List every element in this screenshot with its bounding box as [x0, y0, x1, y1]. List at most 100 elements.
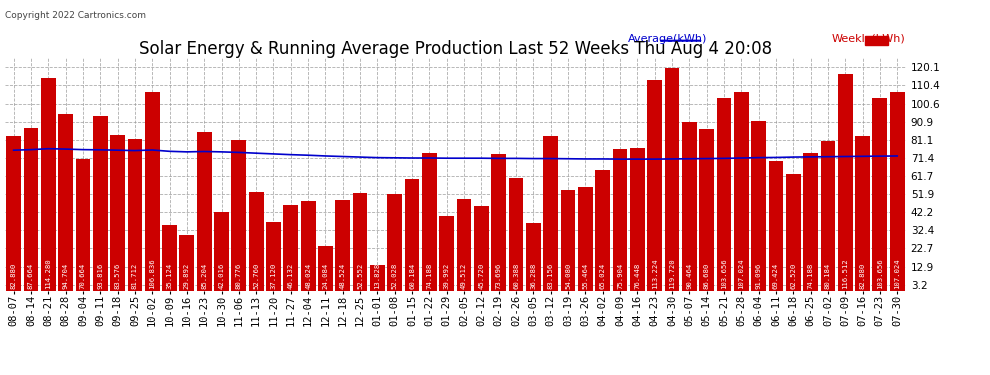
Text: 90.464: 90.464 [686, 262, 692, 289]
Bar [872, 98, 887, 291]
Text: 116.512: 116.512 [842, 258, 848, 289]
Text: 93.816: 93.816 [97, 262, 103, 289]
Text: 113.224: 113.224 [651, 258, 657, 289]
Bar [370, 265, 385, 291]
Bar [865, 36, 888, 45]
Text: 52.552: 52.552 [357, 262, 363, 289]
Text: 75.904: 75.904 [617, 262, 623, 289]
Text: 80.776: 80.776 [236, 262, 242, 289]
Bar [630, 148, 644, 291]
Text: Weekly(kWh): Weekly(kWh) [833, 34, 906, 44]
Bar [890, 92, 905, 291]
Text: 106.836: 106.836 [149, 258, 155, 289]
Bar [24, 128, 39, 291]
Text: 82.880: 82.880 [11, 262, 17, 289]
Text: 73.696: 73.696 [496, 262, 502, 289]
Bar [352, 193, 367, 291]
Text: 60.184: 60.184 [409, 262, 415, 289]
Bar [613, 150, 628, 291]
Bar [93, 116, 108, 291]
Bar [197, 132, 212, 291]
Text: 24.084: 24.084 [323, 262, 329, 289]
Bar [41, 78, 55, 291]
Bar [786, 174, 801, 291]
Text: 86.680: 86.680 [704, 262, 710, 289]
Bar [110, 135, 125, 291]
Bar [75, 159, 90, 291]
Text: 74.188: 74.188 [808, 262, 814, 289]
Bar [387, 194, 402, 291]
Bar [128, 139, 143, 291]
Text: 74.188: 74.188 [427, 262, 433, 289]
Bar [301, 201, 316, 291]
Bar [734, 92, 748, 291]
Bar [544, 136, 558, 291]
Text: 107.024: 107.024 [739, 258, 744, 289]
Text: 37.120: 37.120 [270, 262, 276, 289]
Bar [595, 170, 610, 291]
Text: 45.720: 45.720 [478, 262, 484, 289]
Text: 119.720: 119.720 [669, 258, 675, 289]
Bar [422, 153, 437, 291]
Bar [560, 190, 575, 291]
Text: 39.992: 39.992 [444, 262, 449, 289]
Text: 83.156: 83.156 [547, 262, 553, 289]
Text: 83.576: 83.576 [115, 262, 121, 289]
Bar [751, 121, 766, 291]
Bar [266, 222, 281, 291]
Bar [647, 80, 662, 291]
Bar [6, 136, 21, 291]
Bar [474, 206, 489, 291]
Text: 42.016: 42.016 [219, 262, 225, 289]
Bar [456, 198, 471, 291]
Bar [440, 216, 454, 291]
Text: 46.132: 46.132 [288, 262, 294, 289]
Bar [821, 141, 836, 291]
Text: 114.280: 114.280 [46, 258, 51, 289]
Bar [336, 200, 350, 291]
Text: 87.664: 87.664 [28, 262, 34, 289]
Bar [318, 246, 333, 291]
Text: 91.096: 91.096 [755, 262, 761, 289]
Text: 94.704: 94.704 [62, 262, 68, 289]
Text: 52.760: 52.760 [253, 262, 259, 289]
Bar [699, 129, 714, 291]
Text: 103.656: 103.656 [721, 258, 727, 289]
Text: 82.880: 82.880 [859, 262, 865, 289]
Text: 29.892: 29.892 [184, 262, 190, 289]
Text: 13.828: 13.828 [374, 262, 380, 289]
Bar [162, 225, 177, 291]
Bar [58, 114, 73, 291]
Bar [578, 188, 593, 291]
Text: 69.424: 69.424 [773, 262, 779, 289]
Bar [214, 213, 229, 291]
Bar [232, 140, 247, 291]
Bar [855, 136, 870, 291]
Bar [145, 92, 159, 291]
Text: 103.656: 103.656 [877, 258, 883, 289]
Text: 49.512: 49.512 [461, 262, 467, 289]
Bar [509, 178, 524, 291]
Text: 36.288: 36.288 [531, 262, 537, 289]
Text: 48.024: 48.024 [305, 262, 311, 289]
Bar [717, 98, 732, 291]
Text: 107.024: 107.024 [894, 258, 900, 289]
Text: 35.124: 35.124 [166, 262, 172, 289]
Text: 76.448: 76.448 [635, 262, 641, 289]
Bar [283, 205, 298, 291]
Text: 70.664: 70.664 [80, 262, 86, 289]
Bar [179, 235, 194, 291]
Text: 85.204: 85.204 [201, 262, 207, 289]
Bar [664, 68, 679, 291]
Bar [248, 192, 263, 291]
Bar [838, 74, 852, 291]
Bar [405, 178, 420, 291]
Text: 60.388: 60.388 [513, 262, 519, 289]
Text: 81.712: 81.712 [132, 262, 138, 289]
Text: 65.024: 65.024 [600, 262, 606, 289]
Text: 80.184: 80.184 [825, 262, 831, 289]
Bar [491, 153, 506, 291]
Text: 54.080: 54.080 [565, 262, 571, 289]
Bar [682, 122, 697, 291]
Text: 55.464: 55.464 [582, 262, 588, 289]
